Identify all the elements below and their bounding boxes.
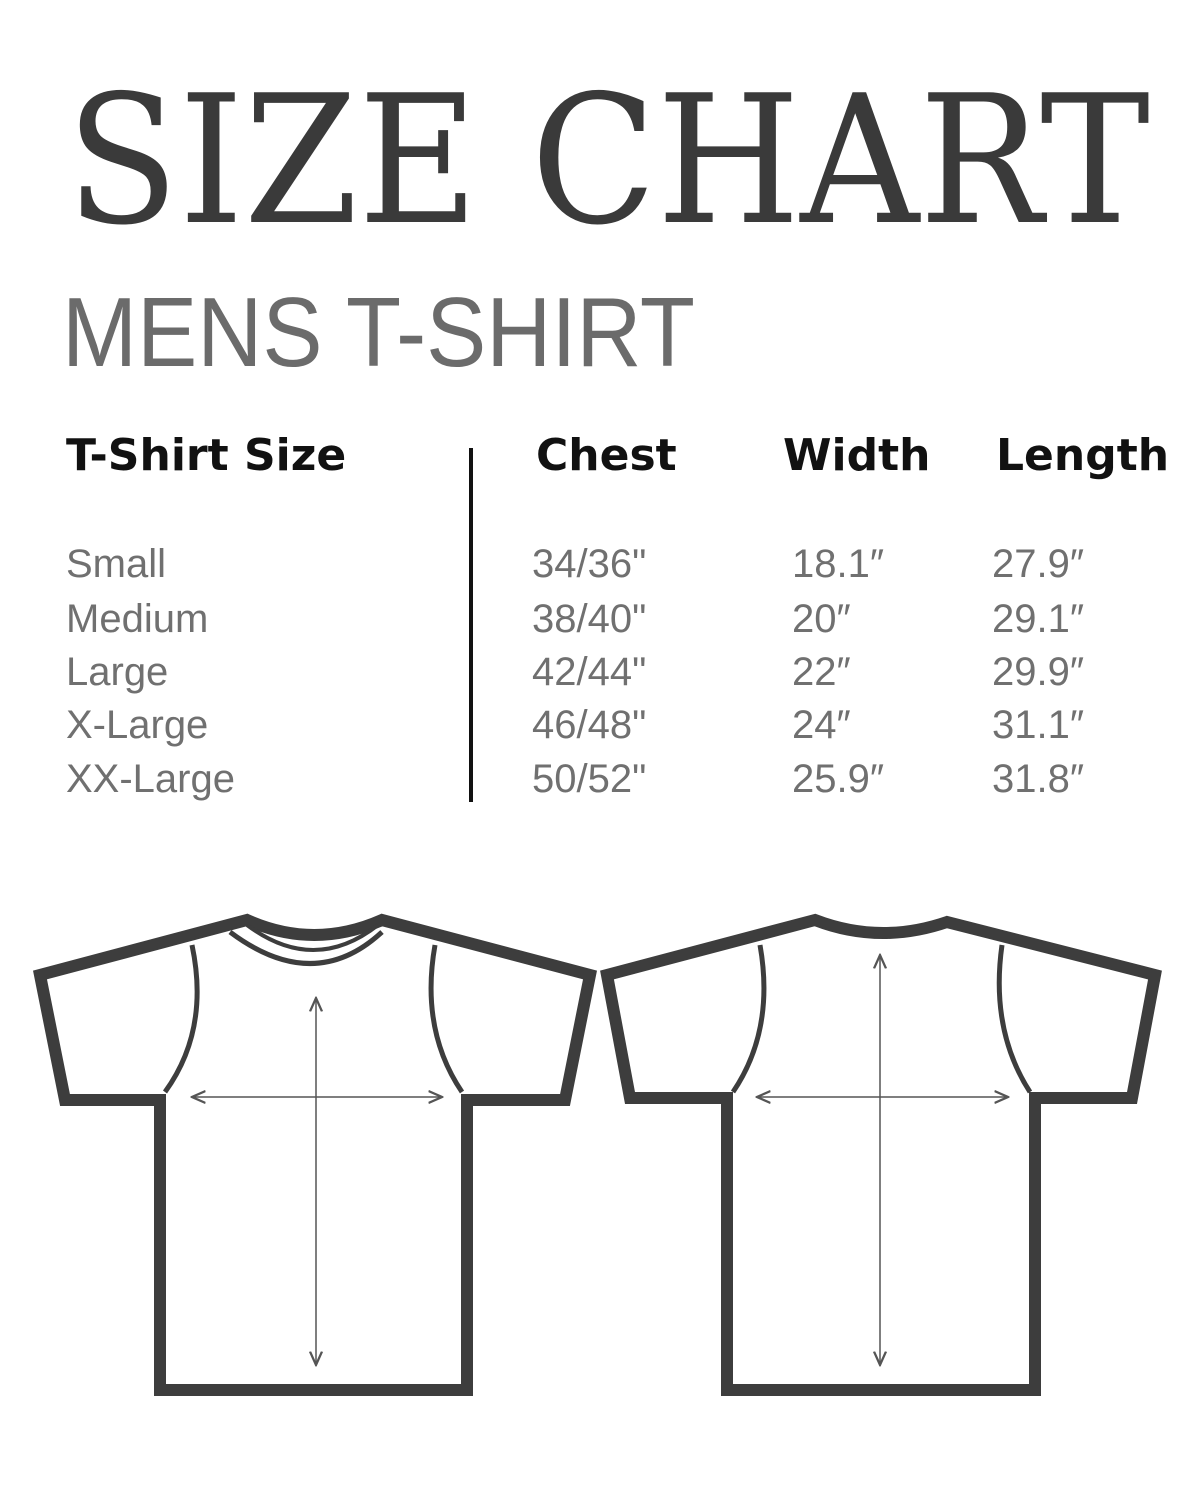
header-width: Width <box>783 430 931 481</box>
page-title: SIZE CHART <box>66 57 1150 264</box>
cell-chest: 42/44" <box>532 650 647 694</box>
tshirt-illustrations <box>33 913 1162 1396</box>
cell-chest: 38/40" <box>532 597 647 641</box>
cell-size: Small <box>66 542 167 586</box>
cell-width: 18.1″ <box>792 542 885 586</box>
cell-width: 22″ <box>792 650 851 694</box>
cell-size: X-Large <box>66 703 209 747</box>
cell-length: 29.9″ <box>992 650 1085 694</box>
cell-length: 29.1″ <box>992 597 1085 641</box>
cell-chest: 46/48" <box>532 703 647 747</box>
column-divider <box>469 448 473 802</box>
cell-length: 31.8″ <box>992 757 1085 801</box>
cell-chest: 34/36" <box>532 542 647 586</box>
tshirt-back-icon <box>600 913 1162 1396</box>
cell-width: 20″ <box>792 597 851 641</box>
cell-size: Medium <box>66 597 209 641</box>
cell-size: Large <box>66 650 169 694</box>
cell-chest: 50/52" <box>532 757 647 801</box>
header-chest: Chest <box>536 430 677 481</box>
cell-length: 31.1″ <box>992 703 1085 747</box>
title-block: SIZE CHART MENS T-SHIRT <box>62 57 1150 387</box>
cell-width: 24″ <box>792 703 851 747</box>
cell-size: XX-Large <box>66 757 235 801</box>
header-size: T-Shirt Size <box>66 430 347 481</box>
cell-length: 27.9″ <box>992 542 1085 586</box>
header-length: Length <box>996 430 1170 481</box>
tshirt-front-icon <box>33 913 597 1396</box>
page-subtitle: MENS T-SHIRT <box>62 277 695 387</box>
cell-width: 25.9″ <box>792 757 885 801</box>
